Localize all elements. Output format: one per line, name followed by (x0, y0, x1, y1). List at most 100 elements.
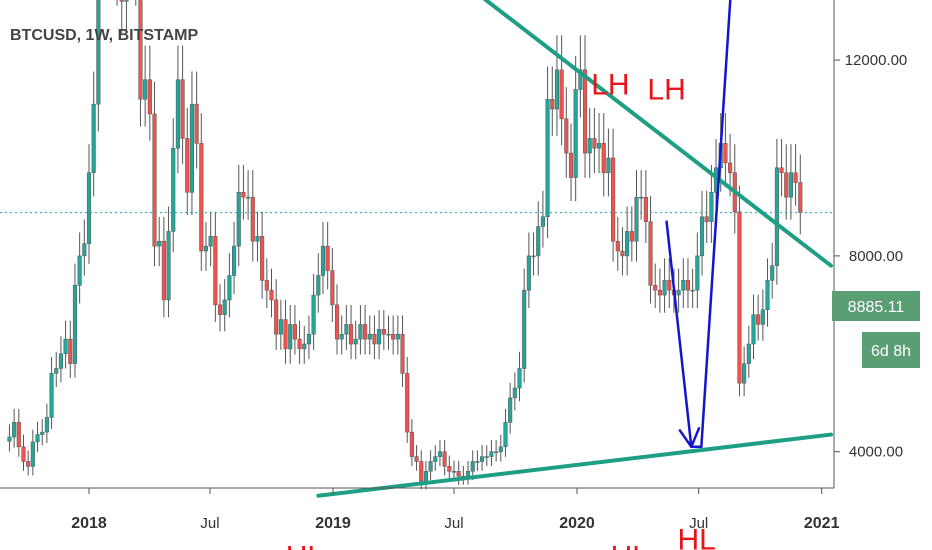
candle (86, 144, 92, 264)
candle-body (203, 245, 209, 252)
projection-segment (700, 0, 732, 449)
time-axis[interactable]: 2018 Jul 2019 Jul 2020 Jul 2021 (71, 488, 840, 532)
candle (564, 87, 569, 178)
x-tick-label: 2019 (315, 515, 351, 532)
candle-body (391, 333, 396, 340)
candle-body (582, 69, 588, 154)
candle-body (302, 343, 307, 350)
candle (161, 216, 166, 318)
candle (648, 196, 653, 304)
candle (550, 66, 555, 136)
candle-body (737, 211, 742, 384)
annotations: LHLHLHHLHLHL (286, 68, 716, 550)
candle-body (639, 196, 644, 199)
candle (194, 71, 199, 169)
candle (423, 460, 428, 490)
candle (793, 144, 798, 206)
candle-body (246, 196, 251, 199)
candle (784, 144, 789, 220)
candle-body (7, 436, 12, 442)
candle-body (278, 319, 283, 335)
candle (685, 258, 691, 309)
candle-body (175, 79, 180, 149)
candle-body (30, 441, 35, 467)
candle-body (470, 461, 475, 472)
x-tick-label: 2021 (804, 515, 840, 532)
candle (606, 128, 611, 197)
candle (643, 170, 648, 243)
annotation-label: HL (677, 524, 715, 550)
candle (58, 336, 63, 383)
candle (428, 450, 433, 481)
price-chart-body: LHLHLHHLHLHL (0, 0, 834, 550)
candle (185, 107, 190, 216)
candle (395, 315, 400, 355)
candle-body (77, 255, 82, 286)
candle-body (728, 162, 733, 173)
candle (578, 35, 583, 118)
candle-body (316, 275, 321, 296)
candle-body (208, 236, 213, 247)
candle-body (250, 196, 255, 242)
candle-body (465, 471, 471, 477)
candle-body (157, 240, 162, 247)
candle (166, 206, 171, 318)
candle (657, 268, 662, 313)
candle-body (597, 143, 602, 149)
candle (386, 315, 391, 350)
candle (44, 403, 49, 443)
candle-body (620, 250, 625, 257)
candle (63, 320, 68, 369)
candle (559, 35, 564, 146)
candle (264, 258, 269, 309)
candle (82, 219, 87, 276)
candle-body (353, 338, 358, 345)
candle-body (63, 338, 68, 355)
candle-body (199, 143, 204, 252)
candle-body (189, 103, 194, 193)
candle-body (86, 172, 92, 244)
candle-body (536, 226, 541, 257)
candle (363, 305, 368, 355)
candle-body (517, 368, 522, 389)
candle-body (143, 79, 148, 100)
candle (119, 0, 124, 34)
candle (175, 45, 180, 174)
x-tick-label: Jul (200, 515, 219, 532)
candle (442, 439, 447, 476)
candle (124, 0, 129, 34)
candle-body (227, 275, 232, 301)
candle-body (601, 143, 606, 173)
candle (349, 305, 354, 360)
candle-body (241, 192, 246, 198)
candle-body (334, 304, 340, 340)
candle (676, 268, 681, 313)
candle-body (26, 461, 31, 467)
candle (517, 351, 522, 402)
candle (704, 190, 709, 243)
candle (770, 242, 775, 299)
candle-body (91, 103, 96, 173)
candle-body (545, 99, 550, 217)
candle (213, 211, 218, 322)
candle-body (634, 196, 639, 242)
candle (334, 284, 340, 355)
candle (625, 206, 630, 276)
candle-body (578, 69, 583, 90)
candle-body (433, 456, 438, 462)
candle-body (119, 0, 124, 2)
candle-body (554, 69, 560, 110)
candle (498, 434, 503, 462)
candle (40, 419, 45, 446)
annotation-label: LH (647, 73, 685, 106)
candle-body (44, 417, 49, 433)
candle (30, 429, 35, 476)
candle-body (367, 333, 372, 340)
candle (7, 424, 12, 452)
candle-body (774, 167, 779, 266)
candle-body (512, 387, 517, 399)
candle-body (377, 329, 382, 345)
candle (320, 222, 326, 295)
